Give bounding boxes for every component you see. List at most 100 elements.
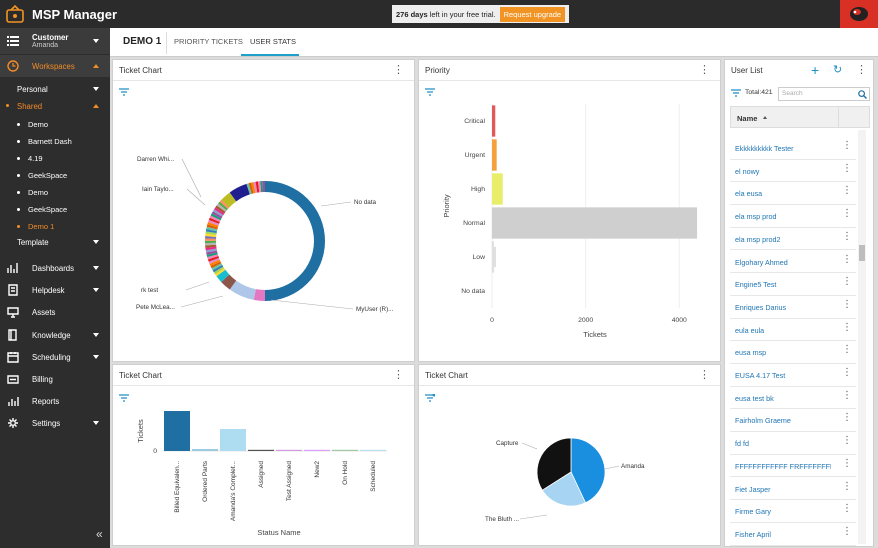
app-logo-icon[interactable] — [6, 5, 24, 23]
donut-slice[interactable] — [212, 264, 224, 273]
donut-slice[interactable] — [208, 257, 220, 264]
more-options-icon[interactable]: ⋮ — [842, 435, 852, 447]
priority-bar[interactable] — [492, 207, 698, 239]
donut-slice[interactable] — [253, 289, 265, 301]
donut-slice[interactable] — [253, 181, 258, 193]
user-name-link[interactable]: Fisher April — [735, 529, 771, 539]
more-options-icon[interactable]: ⋮ — [856, 64, 867, 76]
more-options-icon[interactable]: ⋮ — [842, 525, 852, 537]
filter-icon[interactable] — [425, 88, 435, 96]
user-name-link[interactable]: fd fd — [735, 439, 749, 449]
sidebar-workspace-item[interactable]: Barnett Dash — [0, 133, 110, 150]
request-upgrade-button[interactable]: Request upgrade — [499, 6, 566, 22]
donut-slice[interactable] — [205, 238, 217, 241]
more-options-icon[interactable]: ⋮ — [842, 367, 852, 378]
donut-slice[interactable] — [212, 209, 224, 217]
more-options-icon[interactable]: ⋮ — [842, 344, 852, 356]
sidebar-workspace-item[interactable]: GeekSpace — [0, 167, 110, 184]
sidebar-item-scheduling[interactable]: Scheduling — [0, 347, 110, 367]
user-table-header[interactable]: Name — [730, 106, 870, 128]
refresh-icon[interactable]: ↻ — [833, 64, 843, 76]
donut-slice[interactable] — [219, 199, 230, 209]
sidebar-workspace-item[interactable]: Demo — [0, 184, 110, 201]
more-options-icon[interactable]: ⋮ — [842, 162, 852, 174]
donut-slice[interactable] — [218, 201, 228, 211]
donut-slice[interactable] — [211, 211, 223, 219]
user-search-input[interactable]: Search — [778, 87, 870, 101]
donut-slice[interactable] — [214, 207, 225, 216]
status-bar[interactable] — [248, 449, 274, 451]
donut-slice[interactable] — [208, 217, 220, 224]
user-name-link[interactable]: Fiet Jasper — [735, 484, 771, 494]
more-options-icon[interactable]: ⋮ — [842, 321, 852, 333]
donut-slice[interactable] — [250, 182, 256, 194]
donut-slice[interactable] — [210, 261, 222, 269]
user-avatar[interactable] — [840, 0, 878, 28]
tab-priority-tickets[interactable]: PRIORITY TICKETS — [174, 37, 243, 46]
user-name-link[interactable]: Elgohary Ahmed — [735, 257, 788, 267]
user-row[interactable]: Fisher April ⋮ — [730, 523, 856, 546]
more-options-icon[interactable]: ⋮ — [842, 298, 852, 310]
sidebar-item-shared[interactable]: Shared — [0, 98, 110, 115]
donut-slice[interactable] — [209, 259, 221, 267]
more-options-icon[interactable]: ⋮ — [842, 457, 852, 469]
donut-slice[interactable] — [206, 226, 218, 232]
sidebar-item-billing[interactable]: Billing — [0, 369, 110, 389]
more-options-icon[interactable]: ⋮ — [842, 230, 852, 242]
donut-slice[interactable] — [207, 254, 219, 260]
scrollbar-thumb[interactable] — [859, 245, 865, 261]
collapse-sidebar-icon[interactable]: « — [96, 527, 103, 541]
user-name-link[interactable]: Enriques Darius — [735, 302, 787, 312]
user-row[interactable]: FFFFFFFFFFFF FRFFFFFFFFFF... ⋮ — [730, 455, 856, 478]
donut-slice[interactable] — [205, 236, 217, 239]
donut-slice[interactable] — [213, 266, 225, 275]
user-name-link[interactable]: EUSA 4.17 Test — [735, 371, 786, 380]
user-name-link[interactable]: eula eula — [735, 325, 765, 335]
user-name-link[interactable]: ela eusa — [735, 189, 763, 199]
more-options-icon[interactable]: ⋮ — [393, 64, 404, 76]
more-options-icon[interactable]: ⋮ — [393, 369, 404, 381]
tab-user-stats[interactable]: USER STATS — [250, 37, 296, 46]
donut-slice[interactable] — [210, 213, 222, 221]
status-bar[interactable] — [220, 429, 246, 451]
sidebar-item-template[interactable]: Template — [0, 233, 110, 251]
sidebar-item-workspaces[interactable]: Workspaces — [0, 55, 110, 77]
donut-slice[interactable] — [206, 224, 218, 230]
donut-slice[interactable] — [206, 252, 218, 258]
priority-bar[interactable] — [492, 105, 496, 137]
user-row[interactable]: Ekkkkkkkkk Tester ⋮ — [730, 137, 856, 160]
donut-slice[interactable] — [207, 222, 219, 228]
donut-slice[interactable] — [229, 280, 256, 300]
name-column-header[interactable]: Name — [737, 114, 758, 123]
donut-slice[interactable] — [216, 203, 227, 212]
add-icon[interactable]: + — [811, 62, 820, 78]
donut-slice[interactable] — [215, 205, 226, 214]
donut-slice[interactable] — [260, 181, 264, 193]
user-row[interactable]: EUSA 4.17 Test ⋮ — [730, 364, 856, 387]
sort-asc-icon[interactable] — [763, 116, 767, 119]
more-options-icon[interactable]: ⋮ — [842, 503, 852, 515]
more-options-icon[interactable]: ⋮ — [842, 140, 852, 151]
sidebar-workspace-item[interactable]: Demo — [0, 116, 110, 133]
user-name-link[interactable]: Engine5 Test — [735, 280, 777, 290]
user-row[interactable]: Firme Gary ⋮ — [730, 500, 856, 523]
sidebar-item-dashboards[interactable]: Dashboards — [0, 258, 110, 278]
user-row[interactable]: ela msp prod ⋮ — [730, 205, 856, 228]
filter-icon[interactable] — [119, 394, 129, 402]
donut-slice[interactable] — [205, 233, 217, 237]
user-row[interactable]: Elgohary Ahmed ⋮ — [730, 251, 856, 274]
donut-slice[interactable] — [206, 250, 218, 255]
donut-slice[interactable] — [205, 242, 217, 246]
donut-slice[interactable] — [207, 256, 220, 262]
filter-active-icon[interactable] — [425, 394, 435, 402]
user-row[interactable]: Enriques Darius ⋮ — [730, 296, 856, 319]
user-row[interactable]: eusa test bk ⋮ — [730, 387, 856, 410]
user-name-link[interactable]: eusa msp — [735, 348, 767, 358]
sidebar-item-settings[interactable]: Settings — [0, 413, 110, 433]
donut-slice[interactable] — [205, 244, 217, 248]
donut-slice[interactable] — [265, 181, 325, 301]
priority-bar[interactable] — [492, 246, 496, 268]
priority-bar[interactable] — [492, 139, 497, 171]
more-options-icon[interactable]: ⋮ — [842, 389, 852, 401]
user-name-link[interactable]: eusa test bk — [735, 393, 774, 403]
